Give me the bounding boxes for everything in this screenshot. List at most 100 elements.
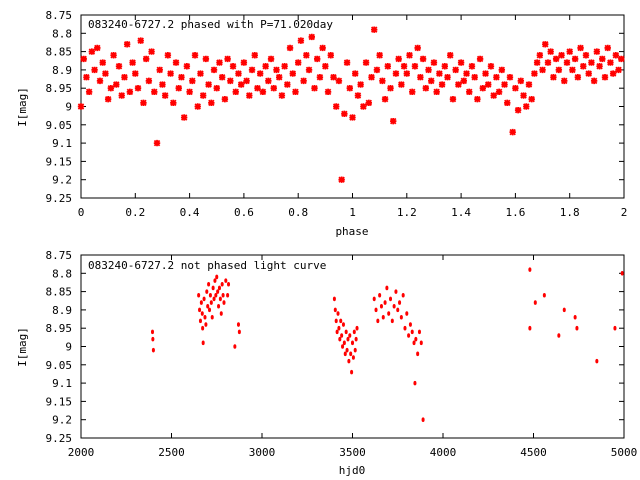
data-point [413,380,417,386]
data-point [237,329,241,335]
data-point [212,296,216,302]
y-tick-label: 8.85 [46,286,73,299]
axis-ticks: 0 0.2 0.4 0.6 0.8 1 1.2 1.4 1.6 1.8 2 8.75 8.8 8.85 8.… [46,9,628,219]
data-point [337,325,341,331]
data-point [305,66,313,74]
data-point [394,289,398,294]
x-tick-label: 3500 [339,446,366,459]
data-point [613,325,617,331]
x-axis-label: hjd0 [339,464,366,477]
data-point [389,117,397,125]
data-point [370,26,378,33]
data-point [455,81,462,88]
data-point [206,303,210,309]
data-point [557,333,561,338]
data-point [335,77,343,85]
data-point [422,84,430,92]
data-point [506,73,514,81]
data-point [227,77,234,85]
x-tick-label: 0.8 [288,206,308,219]
data-point [161,92,169,99]
data-point [384,63,392,70]
data-point [349,351,353,357]
data-point [204,322,208,327]
data-point [533,300,537,305]
data-point [224,278,228,283]
data-point [395,55,402,63]
data-point [208,292,212,298]
data-point [390,318,394,324]
data-point [327,52,335,59]
x-tick-label: 2500 [158,446,185,459]
data-point [350,369,354,375]
data-point [403,70,411,77]
data-point [137,37,144,44]
data-point [251,52,258,59]
data-point [408,322,412,327]
data-point [372,296,376,302]
data-point [604,44,611,52]
data-points [150,267,624,422]
y-tick-label: 9.15 [46,395,73,408]
data-point [444,73,451,81]
y-tick-label: 8.8 [52,27,72,40]
data-point [207,307,212,313]
data-point [607,59,614,66]
data-point [351,70,359,77]
data-point [449,95,457,103]
phased-light-curve-panel: 083240-6727.2 phased with P=71.020day ph… [16,9,627,238]
data-point [151,88,158,96]
data-point [191,52,199,59]
y-tick-label: 8.9 [52,64,72,77]
data-point [303,52,310,59]
data-point [88,48,96,55]
data-point [289,70,297,77]
data-point [220,282,224,287]
data-point [273,66,280,74]
data-point [267,55,275,63]
data-point [210,66,218,74]
y-tick-label: 8.85 [46,46,73,59]
x-tick-label: 1.8 [560,206,580,219]
data-point [153,139,161,147]
data-point [378,292,382,298]
data-point [297,37,305,44]
data-point [211,285,215,291]
data-point [582,52,590,59]
data-point [577,44,584,52]
data-point [528,95,535,103]
y-tick-label: 8.75 [46,249,73,262]
data-point [226,292,230,298]
data-point [588,59,595,66]
data-point [501,81,508,88]
data-point [385,285,389,291]
data-point [207,282,211,287]
data-point [374,307,378,313]
x-tick-label: 3000 [249,446,276,459]
data-point [226,282,231,287]
data-point [585,70,592,77]
data-point [156,66,163,74]
data-point [240,59,248,66]
y-tick-label: 9.2 [52,414,72,427]
data-point [243,77,250,85]
data-point [425,66,432,74]
data-point [335,329,339,335]
x-tick-label: 2000 [68,446,95,459]
data-point [421,417,425,422]
data-point [172,59,180,66]
x-tick-label: 1.4 [451,206,471,219]
y-tick-label: 9.25 [46,192,73,205]
y-tick-label: 9 [65,341,72,354]
data-point [332,103,340,110]
data-point [407,333,411,338]
data-point [221,95,229,103]
data-point [332,296,336,302]
y-tick-label: 9.2 [52,174,72,187]
data-point [197,292,201,298]
data-point [194,103,201,110]
data-point [354,336,358,342]
data-point [514,106,522,114]
data-point [218,73,226,81]
data-point [596,63,603,70]
